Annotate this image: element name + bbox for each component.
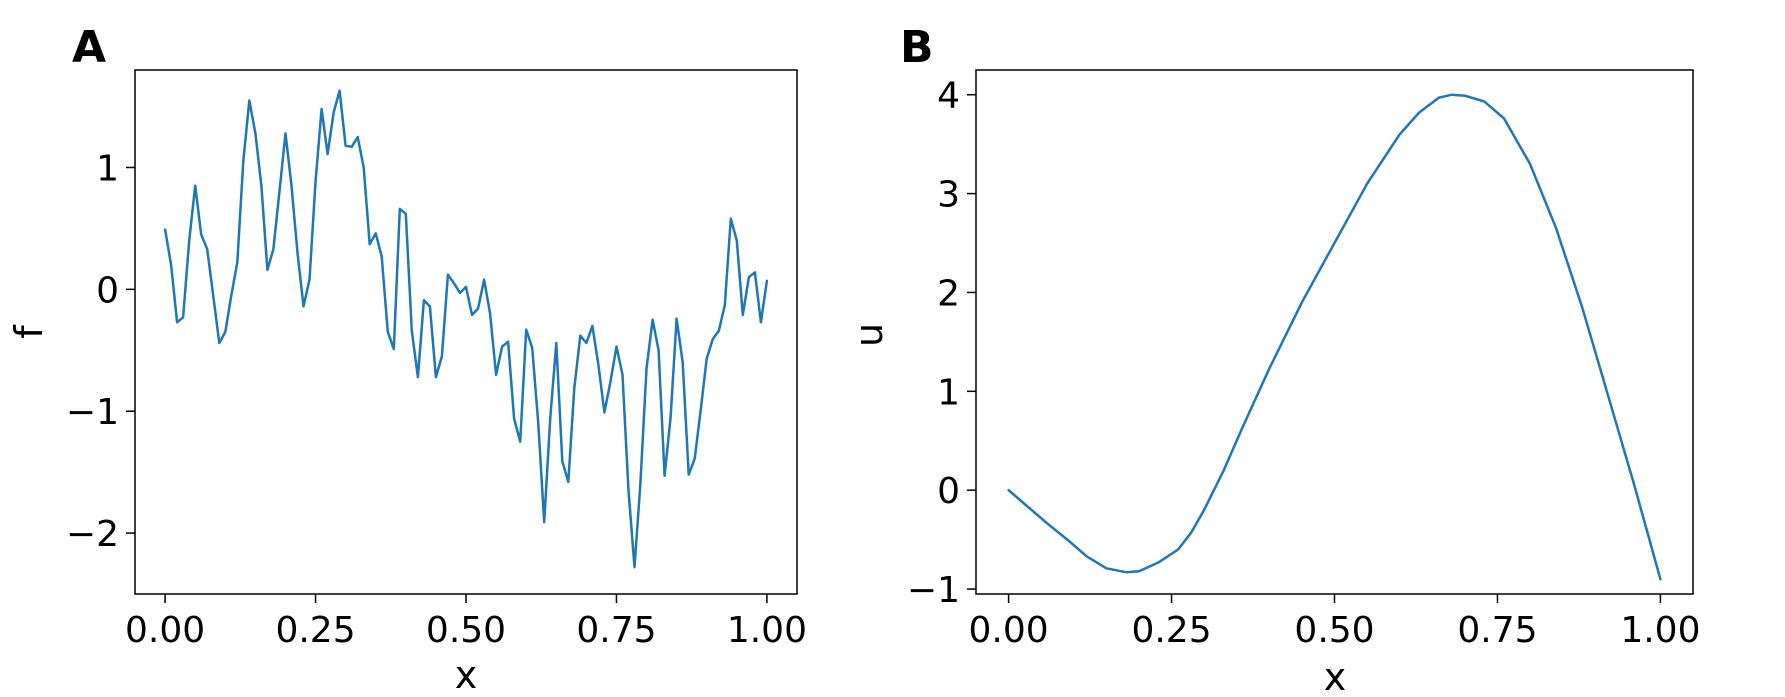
panel-a-x-tick-label: 0.00 — [125, 610, 205, 651]
panel-a-x-tick-label: 0.25 — [275, 610, 355, 651]
panel-a-y-tick-label: 1 — [96, 148, 119, 189]
panel-b: B 0.00 0.25 0.50 0.75 1.00 −1 0 1 2 3 4 x u — [847, 22, 1700, 697]
panel-b-y-tick-label: 2 — [937, 273, 960, 314]
panel-b-y-ticks: −1 0 1 2 3 4 — [907, 76, 976, 611]
panel-a: A 0.00 0.25 0.50 0.75 1.00 −2 −1 0 1 x f — [7, 22, 807, 697]
panel-a-y-tick-label: 0 — [96, 270, 119, 311]
panel-a-x-axis-label: x — [455, 653, 478, 697]
panel-b-x-tick-label: 0.50 — [1294, 610, 1374, 651]
panel-b-frame — [975, 69, 1694, 595]
panel-b-y-tick-label: 0 — [937, 471, 960, 512]
panel-a-x-tick-label: 0.50 — [426, 610, 506, 651]
panel-b-x-tick-label: 0.00 — [969, 610, 1049, 651]
panel-b-x-tick-label: 1.00 — [1620, 610, 1700, 651]
panel-a-y-axis-label: f — [7, 324, 51, 339]
panel-b-x-tick-label: 0.25 — [1131, 610, 1211, 651]
panel-a-series-line — [163, 89, 769, 569]
panel-b-x-ticks: 0.00 0.25 0.50 0.75 1.00 — [969, 594, 1700, 651]
panel-b-y-tick-label: 1 — [937, 372, 960, 413]
panel-a-x-tick-label: 0.75 — [576, 610, 656, 651]
panel-a-y-ticks: −2 −1 0 1 — [66, 148, 135, 555]
panel-b-x-axis-label: x — [1324, 655, 1347, 697]
panel-b-y-tick-label: 3 — [937, 175, 960, 216]
panel-b-y-axis-label: u — [847, 323, 891, 347]
panel-b-y-tick-label: 4 — [937, 76, 960, 117]
panel-b-x-tick-label: 0.75 — [1457, 610, 1537, 651]
panel-a-frame — [134, 69, 798, 595]
panel-a-letter: A — [72, 22, 106, 73]
panel-a-y-tick-label: −1 — [66, 392, 119, 433]
panel-a-y-tick-label: −2 — [66, 514, 119, 555]
panel-b-y-tick-label: −1 — [907, 570, 960, 611]
panel-a-x-tick-label: 1.00 — [727, 610, 807, 651]
panel-a-x-ticks: 0.00 0.25 0.50 0.75 1.00 — [125, 594, 807, 651]
panel-b-series-line — [1007, 93, 1662, 581]
panel-b-letter: B — [900, 22, 934, 73]
